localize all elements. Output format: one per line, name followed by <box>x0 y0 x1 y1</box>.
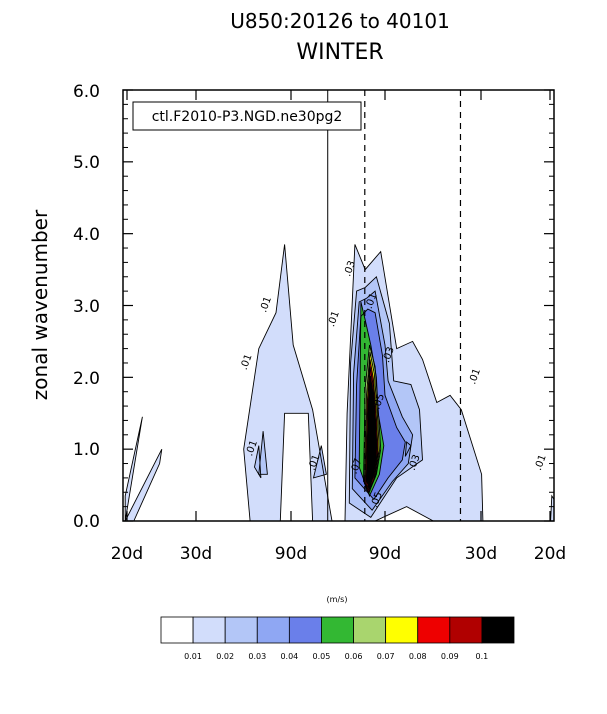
contour-line-6 <box>344 244 484 521</box>
y-tick-label-2: 2.0 <box>73 369 100 389</box>
colorbar-label-6: 0.07 <box>377 652 395 661</box>
contour-labels: .01.01.01.01.01.03.01.03.05.07.05.03.01.… <box>239 259 549 509</box>
chart-subtitle: WINTER <box>296 40 383 65</box>
contour-line-17 <box>550 494 554 521</box>
y-tick-label-0: 0.0 <box>73 512 100 532</box>
contour-label-11: .03 <box>407 453 423 472</box>
colorbar-label-0: 0.01 <box>184 652 202 661</box>
y-tick-label-6: 6.0 <box>73 82 100 102</box>
y-tick-labels: 0.0 1.0 2.0 3.0 4.0 5.0 6.0 <box>73 82 100 532</box>
case-label-box <box>132 101 362 131</box>
contour-label-7: .03 <box>381 346 397 365</box>
contour-lines <box>124 244 554 521</box>
x-tick-label-0: 20d <box>111 544 143 564</box>
colorbar-label-1: 0.02 <box>216 652 234 661</box>
x-tick-label-3: 90d <box>369 544 401 564</box>
contour-line-4 <box>258 431 268 475</box>
contour-line-0 <box>124 416 143 521</box>
colorbar-label-2: 0.03 <box>248 652 266 661</box>
colorbar-swatch-10 <box>481 616 515 644</box>
contour-label-1: .01 <box>239 353 255 372</box>
colorbar-label-5: 0.06 <box>345 652 363 661</box>
contour-line-16 <box>366 375 377 491</box>
y-axis-label: zonal wavenumber <box>28 209 52 400</box>
y-tick-label-4: 4.0 <box>73 225 100 245</box>
chart-title: U850:20126 to 40101 <box>230 9 450 33</box>
contour-line-10 <box>404 441 412 457</box>
contour-label-13: .01 <box>533 453 549 472</box>
colorbar-swatch-6 <box>353 616 387 644</box>
x-tick-label-1: 30d <box>180 544 212 564</box>
x-tick-labels: 20d 30d 90d 90d 30d 20d <box>111 544 566 564</box>
contour-label-3: .01 <box>307 453 323 472</box>
contour-label-6: .01 <box>364 292 380 311</box>
contour-line-15 <box>365 366 378 495</box>
colorbar-swatch-9 <box>449 616 483 644</box>
contour-label-12: .01 <box>467 367 483 386</box>
contour-label-8: .05 <box>371 392 387 411</box>
contour-line-2 <box>243 244 333 521</box>
colorbar-label-3: 0.04 <box>280 652 298 661</box>
contour-line-5 <box>312 445 327 479</box>
y-tick-label-3: 3.0 <box>73 297 100 317</box>
colorbar-swatch-4 <box>288 616 322 644</box>
contour-fill-17 <box>550 495 554 521</box>
y-tick-label-1: 1.0 <box>73 440 100 460</box>
contour-label-4: .01 <box>326 310 342 329</box>
colorbar-swatch-8 <box>417 616 451 644</box>
colorbar-label-4: 0.05 <box>313 652 331 661</box>
axis-ticks <box>123 89 554 522</box>
colorbar <box>160 616 515 644</box>
colorbar-swatch-7 <box>385 616 419 644</box>
colorbar-labels: 0.01 0.02 0.03 0.04 0.05 0.06 0.07 0.08 0.09 0.1 <box>184 652 488 661</box>
y-tick-label-5: 5.0 <box>73 153 100 173</box>
contour-label-2: .01 <box>244 439 260 458</box>
colorbar-swatch-5 <box>321 616 354 644</box>
colorbar-swatch-2 <box>224 616 258 644</box>
contour-line-1 <box>124 448 163 521</box>
contour-line-8 <box>351 290 414 511</box>
colorbar-swatch-0 <box>160 616 194 644</box>
contour-label-9: .07 <box>349 457 365 476</box>
x-tick-label-5: 20d <box>534 544 566 564</box>
x-tick-label-2: 90d <box>275 544 307 564</box>
case-label: ctl.F2010-P3.NGD.ne30pg2 <box>152 109 343 125</box>
contour-fills <box>125 244 554 521</box>
colorbar-label-9: 0.1 <box>476 652 489 661</box>
units-label: (m/s) <box>327 595 348 604</box>
contour-label-10: .05 <box>369 491 385 510</box>
contour-fill-4 <box>258 431 268 475</box>
colorbar-swatch-3 <box>256 616 290 644</box>
colorbar-label-7: 0.08 <box>409 652 427 661</box>
colorbar-swatch-1 <box>192 616 226 644</box>
plot-frame <box>122 89 555 522</box>
x-tick-label-4: 30d <box>465 544 497 564</box>
contour-label-0: .01 <box>258 295 274 314</box>
reference-lines <box>327 90 462 521</box>
contour-line-7 <box>348 275 423 519</box>
contour-label-5: .03 <box>342 259 358 278</box>
colorbar-label-8: 0.09 <box>441 652 459 661</box>
